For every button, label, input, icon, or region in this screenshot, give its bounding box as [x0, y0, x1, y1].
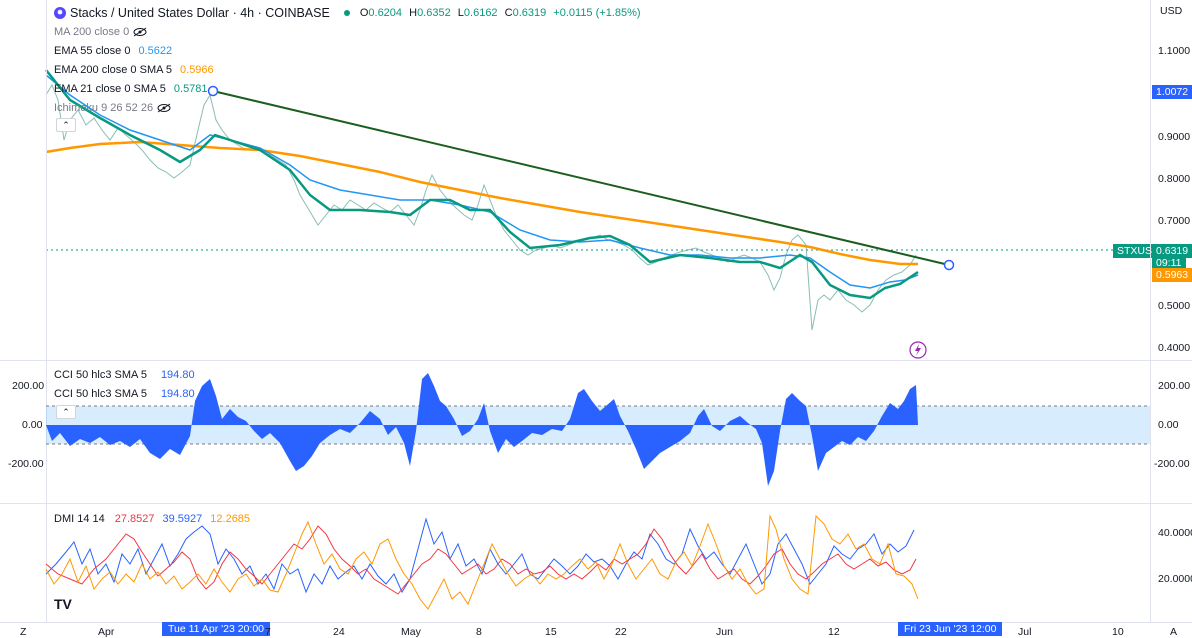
- cci-axis-tick-left: 200.00: [12, 380, 45, 392]
- dmi-legend[interactable]: DMI 14 14 27.8527 39.5927 12.2685: [54, 513, 251, 525]
- currency-label[interactable]: USD: [1160, 5, 1183, 17]
- ema200-line: [45, 140, 918, 266]
- time-tick: Jun: [716, 626, 733, 638]
- symbol-icon: ✸: [54, 7, 66, 19]
- price-tick: 0.9000: [1158, 131, 1191, 143]
- bottom-left-letter[interactable]: Z: [20, 626, 27, 638]
- dmi-plus-line: [45, 517, 915, 594]
- indicator-ma200[interactable]: MA 200 close 0: [54, 25, 147, 39]
- time-tick: 8: [476, 626, 482, 638]
- ema55-line: [45, 74, 919, 289]
- countdown-tag: 09:11: [1152, 256, 1186, 270]
- crosshair-time-start: Tue 11 Apr '23 20:00: [162, 622, 270, 636]
- trendline-price-tag: 1.0072: [1152, 85, 1192, 99]
- indicator-ema55[interactable]: EMA 55 close 0 0.5622: [54, 45, 173, 57]
- symbol-row: ✸ Stacks / United States Dollar · 4h · C…: [54, 6, 641, 20]
- trend-line: [212, 90, 950, 266]
- time-tick: Jul: [1018, 626, 1032, 638]
- ema21-line: [45, 69, 919, 300]
- ema200-price-tag: 0.5963: [1152, 268, 1192, 282]
- time-tick: 7: [265, 626, 271, 638]
- cci-axis-tick: 200.00: [1158, 380, 1191, 392]
- tradingview-logo[interactable]: TV: [54, 596, 72, 612]
- price-tick: 1.1000: [1158, 45, 1191, 57]
- bottom-right-letter[interactable]: A: [1170, 626, 1178, 638]
- price-tick: 0.8000: [1158, 173, 1191, 185]
- cci-axis-tick-left: -200.00: [8, 458, 44, 470]
- trendline-handle-end[interactable]: [943, 259, 955, 271]
- pane-divider[interactable]: [0, 503, 1192, 504]
- cci-chart[interactable]: [0, 361, 1150, 503]
- pane-divider[interactable]: [0, 360, 1192, 361]
- cci-legend-1[interactable]: CCI 50 hlc3 SMA 5 194.80: [54, 369, 195, 381]
- ohlc-values: O0.6204 H0.6352 L0.6162 C0.6319 +0.0115 …: [359, 7, 641, 19]
- indicator-ema21[interactable]: EMA 21 close 0 SMA 5 0.5781: [54, 83, 208, 95]
- chart-left-border: [46, 0, 47, 622]
- time-tick: 22: [615, 626, 627, 638]
- time-axis[interactable]: [0, 622, 1192, 637]
- eye-off-icon[interactable]: [157, 103, 171, 113]
- time-tick: May: [401, 626, 421, 638]
- crosshair-time-end: Fri 23 Jun '23 12:00: [898, 622, 1003, 636]
- eye-off-icon[interactable]: [133, 27, 147, 37]
- dmi-minus-line: [45, 525, 917, 595]
- indicator-ichimoku[interactable]: Ichimoku 9 26 52 26: [54, 101, 171, 115]
- cci-legend-2[interactable]: CCI 50 hlc3 SMA 5 194.80: [54, 388, 195, 400]
- last-price-tag: 0.6319: [1152, 244, 1192, 258]
- dmi-adx-line: [45, 514, 919, 610]
- time-tick: 24: [333, 626, 345, 638]
- price-tick: 0.7000: [1158, 215, 1191, 227]
- trendline-handle-start[interactable]: [207, 85, 219, 97]
- price-tick: 0.4000: [1158, 342, 1191, 354]
- dmi-chart[interactable]: [0, 504, 1150, 622]
- time-tick: 10: [1112, 626, 1124, 638]
- cci-axis-tick-left: 0.00: [22, 419, 43, 431]
- price-axis-border: [1150, 0, 1151, 622]
- cci-axis-tick: -200.00: [1154, 458, 1190, 470]
- cci-collapse-button[interactable]: ⌃: [56, 405, 76, 419]
- indicator-ema200[interactable]: EMA 200 close 0 SMA 5 0.5966: [54, 64, 214, 76]
- time-tick: 15: [545, 626, 557, 638]
- legend-collapse-button[interactable]: ⌃: [56, 118, 76, 132]
- symbol-title[interactable]: Stacks / United States Dollar · 4h · COI…: [70, 6, 330, 20]
- price-candles: [45, 83, 917, 331]
- price-chart[interactable]: [0, 0, 1150, 360]
- status-dot: [343, 10, 350, 16]
- cci-axis-tick: 0.00: [1158, 419, 1179, 431]
- price-tick: 0.5000: [1158, 300, 1191, 312]
- time-tick: Apr: [98, 626, 115, 638]
- time-tick: 12: [828, 626, 840, 638]
